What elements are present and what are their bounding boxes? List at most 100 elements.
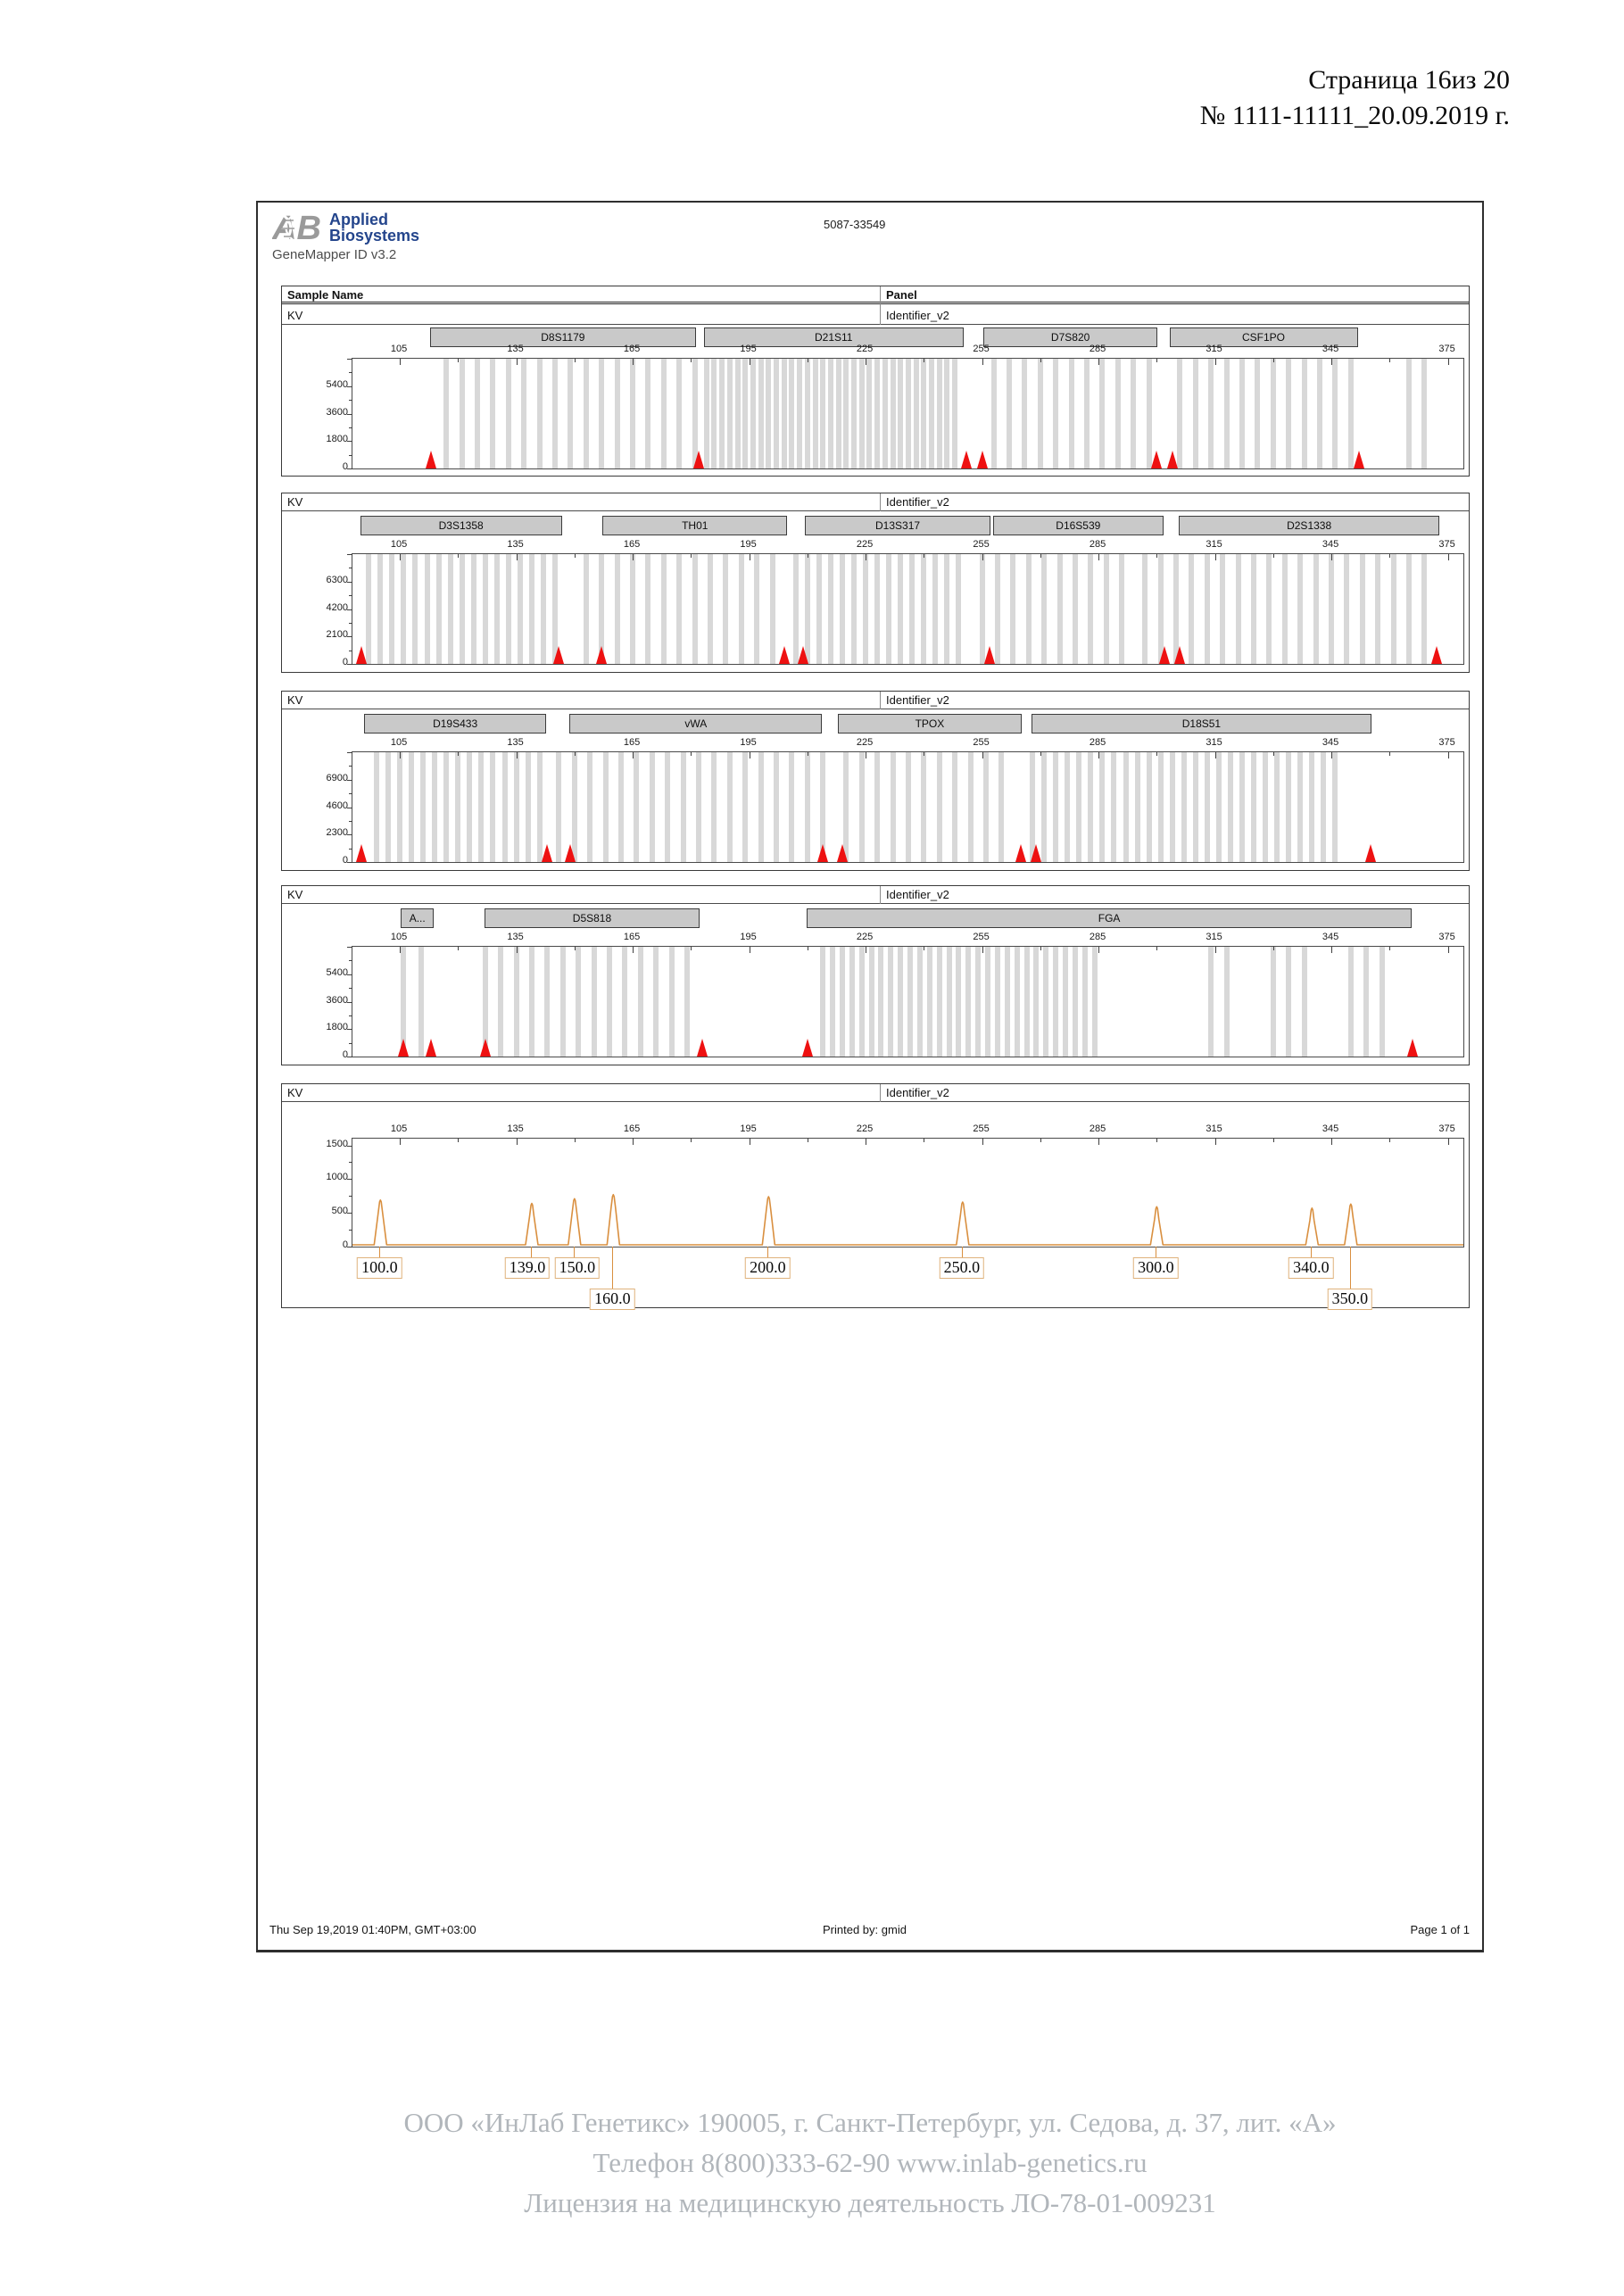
allele-bin-bar <box>726 752 733 862</box>
brand-line-2: Biosystems <box>329 227 420 245</box>
size-label-connector <box>612 1247 614 1289</box>
allele-bin-bar <box>490 359 496 468</box>
allele-bin-bar <box>459 359 465 468</box>
allele-bin-bar <box>1239 752 1246 862</box>
x-minor-tick <box>1272 947 1274 950</box>
allele-bin-bar <box>890 359 896 468</box>
allele-bin-bar <box>1301 947 1307 1057</box>
allele-bin-bar <box>1297 752 1304 862</box>
x-tick-label: 105 <box>390 737 408 748</box>
x-minor-tick <box>691 1139 692 1142</box>
applied-biosystems-logo: AB Applied Biosystems GeneMapper ID v3.2 <box>271 210 419 262</box>
allele-bin-bar <box>965 947 972 1057</box>
allele-bin-bar <box>1255 359 1261 468</box>
x-tick-label: 255 <box>973 1123 990 1134</box>
allele-bin-bar <box>482 947 488 1057</box>
allele-bin-bar <box>1053 752 1059 862</box>
allele-bin-bar <box>797 359 803 468</box>
x-major-tick <box>1447 947 1449 953</box>
x-tick-label: 225 <box>856 1123 874 1134</box>
red-peak-marker <box>961 451 973 468</box>
sample-name-value: KV <box>287 693 303 707</box>
allele-bin-bar <box>482 554 488 664</box>
document-number: 5087-33549 <box>824 218 886 231</box>
allele-bin-bar <box>1088 752 1094 862</box>
allele-bin-bar <box>637 947 643 1057</box>
allele-bin-bar <box>929 359 935 468</box>
allele-bin-bar <box>513 947 519 1057</box>
x-minor-tick <box>691 947 692 950</box>
allele-bin-bar <box>1004 947 1010 1057</box>
y-tick-label: 3600 <box>326 994 348 1006</box>
allele-bin-bar <box>1208 947 1214 1057</box>
allele-bin-bar <box>849 947 855 1057</box>
page-count: Page 1 of 1 <box>1410 1923 1471 1936</box>
allele-bin-bar <box>858 752 865 862</box>
allele-bin-bar <box>1215 752 1222 862</box>
size-standard-trace <box>352 1193 1463 1246</box>
allele-bin-bar <box>1072 554 1078 664</box>
allele-bin-bar <box>505 359 511 468</box>
red-peak-marker <box>1174 646 1186 664</box>
marker-box: D19S433 <box>363 714 547 734</box>
case-number-line: № 1111-11111_20.09.2019 г. <box>1199 101 1510 130</box>
marker-box: vWA <box>569 714 823 734</box>
y-minor-tick <box>349 766 352 767</box>
x-tick-label: 135 <box>507 1123 524 1134</box>
allele-bin-bar <box>1099 752 1106 862</box>
x-minor-tick <box>691 554 692 558</box>
allele-bin-bar <box>1223 359 1230 468</box>
x-major-tick <box>1098 554 1100 560</box>
x-tick-label: 225 <box>856 932 874 942</box>
allele-bin-bar <box>734 359 741 468</box>
allele-bin-bar <box>956 947 962 1057</box>
y-tick-label: 3600 <box>326 406 348 418</box>
x-major-tick <box>1331 947 1333 953</box>
allele-bin-bar <box>952 359 958 468</box>
allele-bin-bar <box>1123 752 1129 862</box>
allele-bin-bar <box>907 947 914 1057</box>
allele-bin-bar <box>1177 359 1183 468</box>
x-minor-tick <box>574 359 576 362</box>
y-minor-tick <box>349 1230 352 1231</box>
allele-bin-bar <box>898 359 904 468</box>
allele-bin-bar <box>1134 752 1140 862</box>
allele-bin-bar <box>478 752 485 862</box>
y-minor-tick <box>349 1042 352 1044</box>
size-label-connector <box>573 1247 575 1257</box>
x-tick-label: 375 <box>1438 1123 1455 1134</box>
red-peak-marker <box>1353 451 1364 468</box>
org-phone-line: Телефон 8(800)333-62-90 www.inlab-geneti… <box>592 2147 1148 2178</box>
x-major-tick <box>633 1139 634 1145</box>
allele-bin-bar <box>544 947 551 1057</box>
allele-bin-bar <box>528 947 534 1057</box>
allele-bin-bar <box>1270 359 1276 468</box>
x-tick-label: 255 <box>973 344 990 354</box>
sample-name-value: KV <box>287 1086 303 1099</box>
table-header-row: Sample Name Panel <box>282 286 1469 304</box>
allele-bin-bar <box>1111 752 1117 862</box>
column-divider <box>880 886 881 904</box>
x-tick-label: 165 <box>623 737 641 748</box>
allele-bin-bar <box>703 359 709 468</box>
y-tick-label: 5400 <box>326 378 348 390</box>
y-minor-tick <box>349 400 352 402</box>
red-peak-marker <box>1015 844 1027 862</box>
allele-bin-bar <box>1204 752 1210 862</box>
allele-bin-bar <box>1103 554 1109 664</box>
allele-bin-bar <box>789 752 795 862</box>
allele-bin-bar <box>858 359 865 468</box>
print-timestamp: Thu Sep 19,2019 01:40PM, GMT+03:00 <box>269 1923 476 1936</box>
allele-bin-bar <box>424 554 430 664</box>
x-tick-label: 285 <box>1089 932 1106 942</box>
x-minor-tick <box>1389 554 1391 558</box>
x-tick-label: 285 <box>1089 1123 1106 1134</box>
allele-bin-bar <box>750 359 756 468</box>
allele-bin-bar <box>1157 752 1164 862</box>
x-tick-label: 135 <box>507 539 524 550</box>
red-peak-marker <box>836 844 848 862</box>
allele-bin-bar <box>606 947 612 1057</box>
allele-bin-bar <box>804 752 810 862</box>
x-minor-tick <box>1040 947 1041 950</box>
allele-bin-bar <box>1076 752 1082 862</box>
